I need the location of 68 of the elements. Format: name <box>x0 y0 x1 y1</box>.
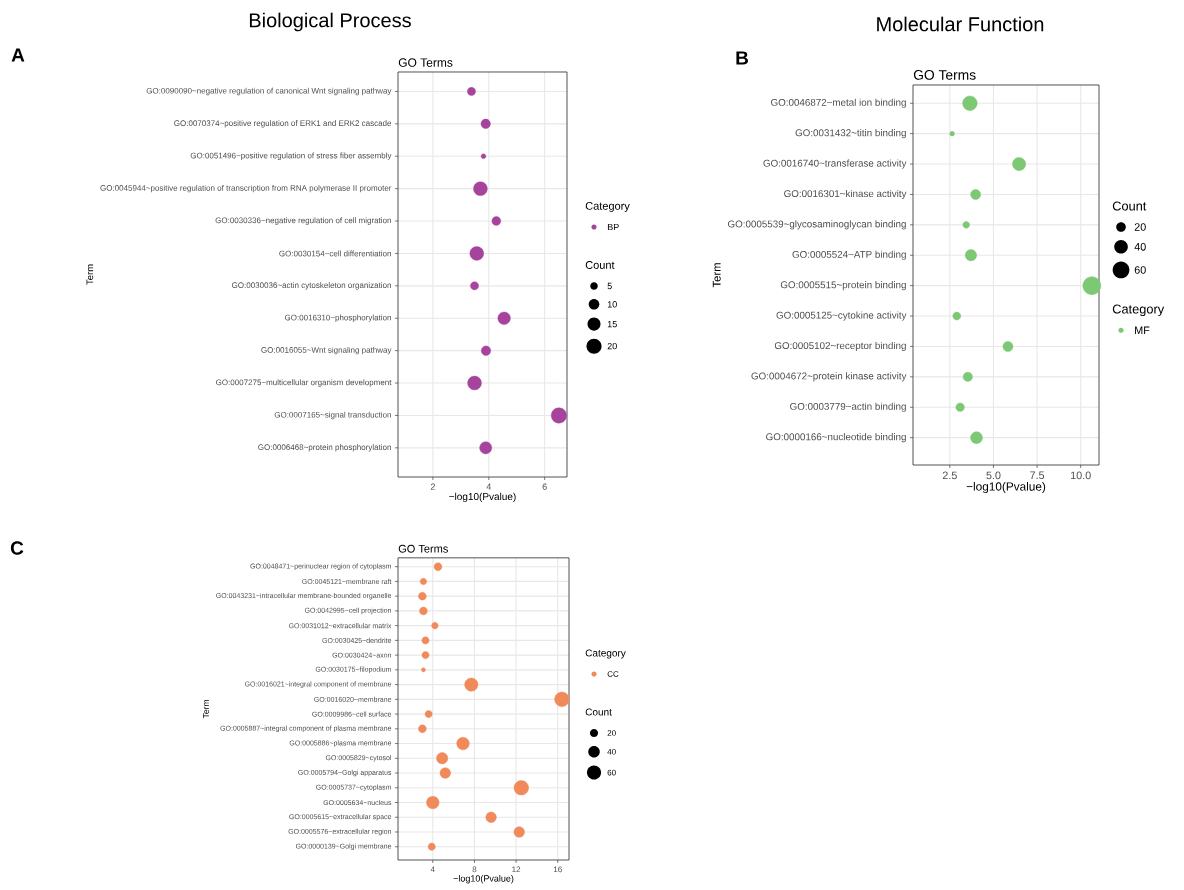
legend-title: Category <box>585 649 626 659</box>
legend-label: 20 <box>607 730 616 736</box>
x-tick-label: 5.0 <box>986 471 1001 480</box>
y-tick-label: GO:0003779~actin binding <box>790 402 906 412</box>
y-tick-label: GO:0030154~cell differentiation <box>279 250 391 257</box>
y-tick-label: GO:0030036~actin cytoskeleton organization <box>232 282 391 290</box>
x-axis-title: −log10(Pvalue) <box>453 875 514 884</box>
y-axis-title: Term <box>86 264 94 285</box>
y-tick-label: GO:0030336~negative regulation of cell migration <box>215 217 391 225</box>
x-tick-label: 7.5 <box>1030 471 1045 480</box>
legend-label: 10 <box>607 301 617 308</box>
text: Count <box>1112 201 1147 211</box>
x-tick-label: 16 <box>553 866 562 873</box>
legend-label: 20 <box>1134 223 1146 231</box>
text: Count <box>585 261 615 269</box>
text: C <box>10 541 24 555</box>
x-tick-label: 2 <box>430 483 435 490</box>
y-tick-label: GO:0000166~nucleotide binding <box>766 433 906 443</box>
y-tick-label: GO:0031432~titin binding <box>795 129 906 139</box>
y-tick-label: GO:0005125~cytokine activity <box>776 311 907 321</box>
legend-label: 60 <box>1134 266 1146 274</box>
y-tick-label: GO:0007165~signal transduction <box>274 411 391 420</box>
legend-label: 60 <box>607 769 616 776</box>
y-tick-label: GO:0005102~receptor binding <box>774 341 906 351</box>
y-tick-label: GO:0090090~negative regulation of canonical Wnt signaling pathway <box>146 87 392 96</box>
y-tick-label: GO:0045944~positive regulation of transcription from RNA polymerase II promoter <box>100 184 392 193</box>
y-tick-label: GO:0070374~positive regulation of ERK1 and ERK2 cascade <box>174 120 392 128</box>
legend-label: 5 <box>607 282 612 290</box>
y-tick-label: GO:0016301~kinase activity <box>784 189 907 199</box>
legend-label: BP <box>607 223 619 231</box>
y-axis-title: Term <box>712 263 721 288</box>
text: Count <box>585 708 612 716</box>
chart-title: Biological Process <box>249 12 411 32</box>
y-tick-label: GO:0005515~protein binding <box>780 281 906 291</box>
legend-label: 15 <box>607 320 617 328</box>
chart-subtitle: GO Terms <box>398 544 448 553</box>
chart-title: Molecular Function <box>877 16 1044 32</box>
y-tick-label: GO:0005524~ATP binding <box>792 250 906 260</box>
x-axis-title: −log10(Pvalue) <box>449 492 516 503</box>
y-tick-label: GO:0005539~glycosaminoglycan binding <box>728 220 906 230</box>
x-tick-label: 12 <box>512 866 521 873</box>
legend-title: Category <box>1112 304 1165 317</box>
y-tick-label: GO:0016310~phosphorylation <box>284 314 391 322</box>
y-tick-label: GO:0004672~protein kinase activity <box>751 372 907 382</box>
x-tick-label: 10.0 <box>1071 471 1091 480</box>
y-tick-label: GO:0051496~positive regulation of stress fiber assembly <box>190 152 392 160</box>
legend-label: 40 <box>1134 242 1146 251</box>
x-tick-label: 2.5 <box>942 471 957 480</box>
y-axis-title: Term <box>203 700 209 719</box>
legend-label: MF <box>1135 326 1150 334</box>
x-tick-label: 4 <box>486 483 492 490</box>
legend-label: 20 <box>607 342 617 350</box>
x-tick-label: 6 <box>542 483 547 490</box>
y-tick-label: GO:0007275~multicellular organism development <box>216 379 392 387</box>
chart-subtitle: GO Terms <box>398 58 453 67</box>
legend-label: 40 <box>607 748 616 755</box>
y-tick-label: GO:0046872~metal ion binding <box>771 98 906 108</box>
text: A <box>11 48 25 62</box>
x-tick-label: 4 <box>430 866 435 873</box>
x-axis-title: −log10(Pvalue) <box>966 482 1046 494</box>
text: B <box>736 51 749 65</box>
y-tick-label: GO:0006468~protein phosphorylation <box>258 444 391 452</box>
y-tick-label: GO:0016055~Wnt signaling pathway <box>261 346 392 355</box>
legend-label: CC <box>607 671 619 677</box>
y-tick-label: GO:0016740~transferase activity <box>763 159 907 169</box>
legend-title: Category <box>585 202 630 212</box>
chart-subtitle: GO Terms <box>913 70 976 80</box>
x-tick-label: 8 <box>472 866 477 873</box>
